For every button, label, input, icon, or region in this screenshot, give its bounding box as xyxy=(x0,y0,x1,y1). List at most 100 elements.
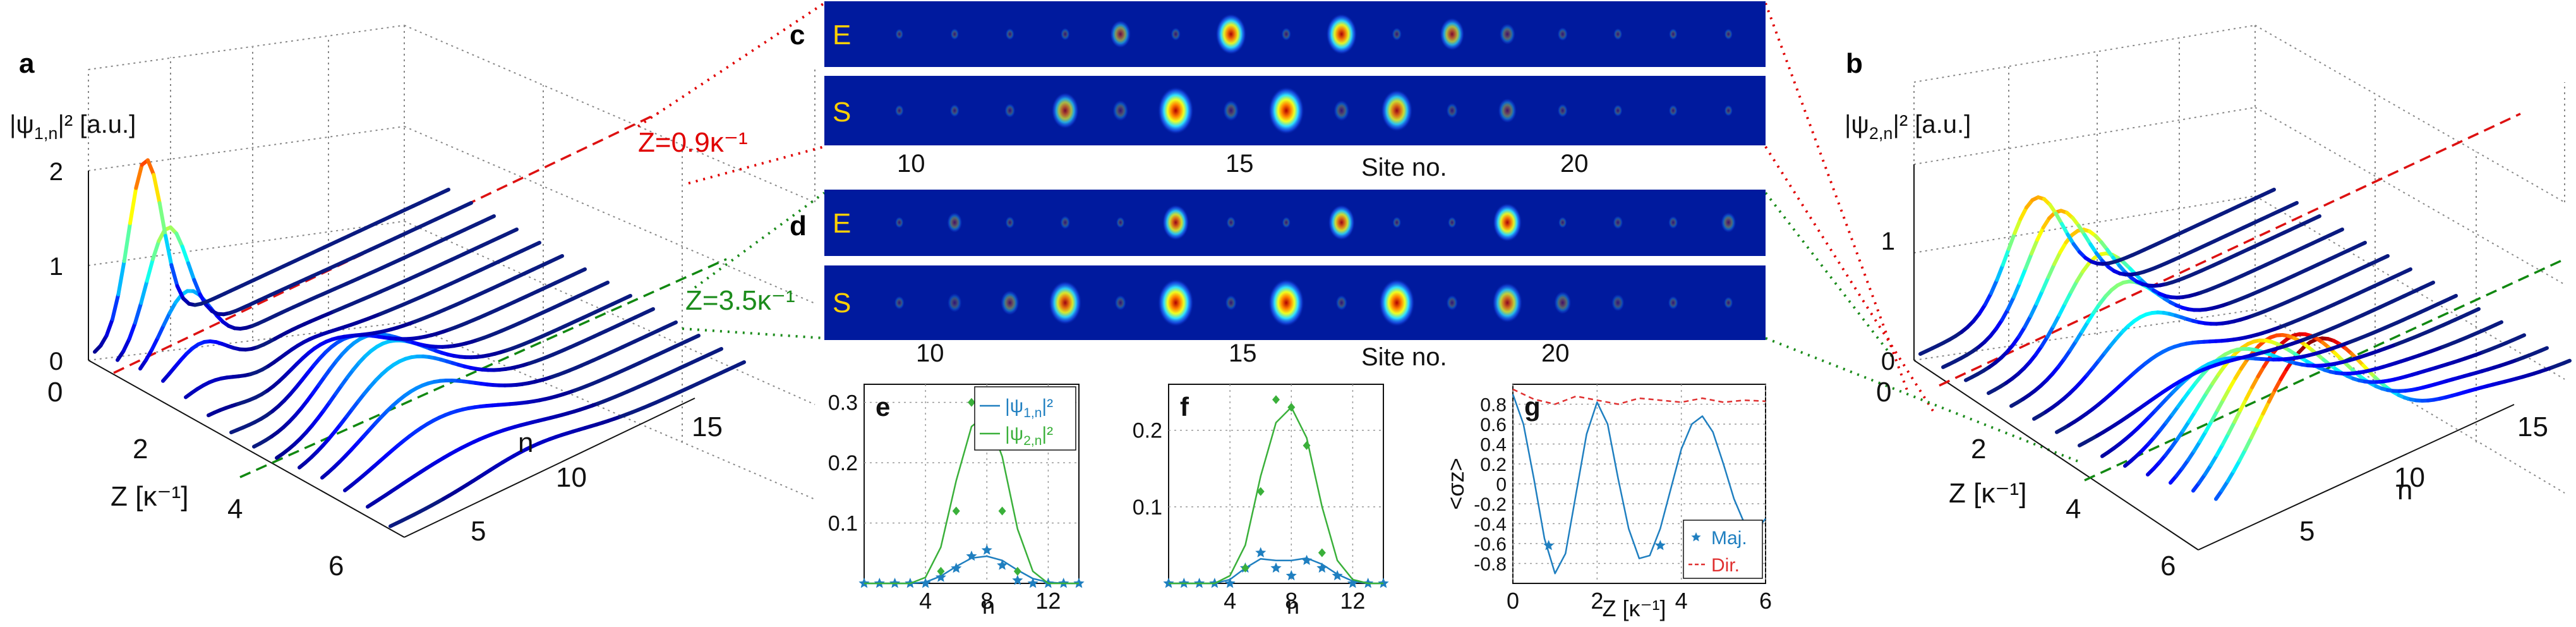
light-spot xyxy=(1558,216,1567,229)
data-point-diamond xyxy=(968,398,975,407)
light-spot xyxy=(1226,216,1236,229)
curve-segment xyxy=(180,245,190,265)
maj-curve xyxy=(1512,394,1766,575)
panel-c-xlabel: Site no. xyxy=(1361,154,1447,181)
data-point-star xyxy=(1285,569,1297,581)
data-point-diamond xyxy=(952,506,960,516)
y-tick-label: 0.4 xyxy=(1480,435,1507,456)
curve-segment xyxy=(186,261,196,282)
curve-segment xyxy=(2069,279,2079,294)
curve-segment xyxy=(122,221,132,264)
light-spot xyxy=(1162,204,1189,241)
panel-c-fluorescence-images: c E S 10 15 20 Site no. xyxy=(790,1,1766,181)
x-axis-label: Z [κ⁻¹] xyxy=(1603,595,1666,621)
curve-segment xyxy=(116,259,126,296)
light-spot xyxy=(895,28,904,40)
panel-b-Zaxis xyxy=(1913,360,2199,551)
panel-b-Ztick: 6 xyxy=(2160,551,2176,581)
curve-segment xyxy=(599,280,610,288)
curve-segment xyxy=(440,188,450,195)
panel-label-a: a xyxy=(19,48,35,79)
curve-segment xyxy=(139,279,149,305)
light-spot xyxy=(1499,23,1516,46)
panel-f-chart: 4 8 12 0.1 0.2 f n xyxy=(1133,384,1389,619)
data-point-star xyxy=(1270,562,1282,573)
curve-segment xyxy=(2013,217,2023,236)
curve-segment xyxy=(2267,388,2277,404)
panel-a-ztick: 0 xyxy=(49,348,63,375)
panel-b-Ztick: 4 xyxy=(2066,494,2081,525)
curve-segment xyxy=(169,263,179,288)
panel-b-zlabel: |ψ2,n|² [a.u.] xyxy=(1845,111,1971,143)
y-tick-label: 0.2 xyxy=(828,451,858,475)
light-spot xyxy=(946,212,963,233)
curve-segment xyxy=(174,231,184,249)
legend-label-sub: 2,n xyxy=(1023,434,1042,448)
curve-segment xyxy=(111,292,121,322)
data-point-star xyxy=(981,544,992,555)
curve-segment xyxy=(2222,386,2232,401)
light-spot xyxy=(1724,28,1733,40)
legend-box xyxy=(1683,520,1763,579)
light-spot xyxy=(894,296,905,310)
light-spot xyxy=(1326,13,1357,55)
curve-segment xyxy=(156,323,166,339)
curve-segment xyxy=(2249,423,2260,440)
panel-c-tick: 15 xyxy=(1225,150,1254,178)
curve-segment xyxy=(2380,253,2390,261)
panel-b-zlabel-base: |ψ xyxy=(1845,111,1869,138)
light-spot xyxy=(1613,104,1623,117)
panel-b-wavefunction-curves xyxy=(1918,188,2572,501)
curve-segment xyxy=(2471,307,2481,314)
panel-a-ztick: 1 xyxy=(49,253,63,281)
curve-segment xyxy=(2045,324,2055,339)
light-spot xyxy=(1005,28,1014,40)
y-tick-label: 0.1 xyxy=(828,512,858,536)
legend-label: |ψ2,n|² xyxy=(1005,423,1053,448)
light-spot xyxy=(1723,296,1733,309)
curve-segment xyxy=(2035,288,2045,306)
panel-label-b: b xyxy=(1846,48,1863,79)
data-point-star xyxy=(1301,554,1313,565)
curve-segment xyxy=(2255,411,2265,428)
panel-a-Ztick: 4 xyxy=(227,494,243,525)
panel-label-d: d xyxy=(790,210,807,241)
curve-segment xyxy=(2244,385,2254,401)
maj-marker xyxy=(1654,540,1666,551)
panel-b-nlabel: n xyxy=(2397,475,2412,506)
panel-d-tick: 10 xyxy=(916,339,944,367)
legend-label-base: |ψ xyxy=(1005,396,1023,417)
curve-segment xyxy=(2052,250,2062,267)
light-spot xyxy=(1049,281,1082,325)
curve-segment xyxy=(2209,453,2219,467)
light-spot xyxy=(949,104,960,118)
maj-marker xyxy=(1543,540,1555,551)
data-point-star xyxy=(1255,547,1267,557)
y-tick-label: 0.1 xyxy=(1133,496,1162,520)
panel-e-chart: 4 8 120.10.20.3 en|ψ1,n|²|ψ2,n|² xyxy=(828,384,1085,619)
light-spot xyxy=(1112,100,1129,121)
panel-b-ztick: 0 xyxy=(1881,348,1895,375)
curve-segment xyxy=(2225,469,2236,484)
data-point-star xyxy=(1332,569,1343,581)
data-point-diamond xyxy=(1013,566,1021,576)
curve-segment xyxy=(2018,266,2028,285)
y-tick-label: 0.2 xyxy=(1133,419,1162,443)
panel-label: e xyxy=(876,392,890,422)
panel-a-ntick: 15 xyxy=(692,411,723,442)
legend-label: Maj. xyxy=(1711,528,1747,549)
light-spot xyxy=(1720,212,1736,233)
panel-b-zlabel-tail: |² [a.u.] xyxy=(1893,111,1971,138)
light-spot xyxy=(1553,291,1572,315)
x-tick-label: 4 xyxy=(1224,588,1236,614)
curve-segment xyxy=(690,333,701,341)
panel-c-spots-S xyxy=(894,87,1733,135)
curve-segment xyxy=(1995,263,2005,282)
panel-c-row-E xyxy=(824,1,1766,67)
y-tick-label: 0 xyxy=(1496,475,1507,496)
curve-segment xyxy=(2051,313,2061,329)
curve-segment xyxy=(162,311,172,327)
curve-segment xyxy=(145,257,155,283)
light-spot xyxy=(1268,279,1304,327)
curve-segment xyxy=(577,267,587,274)
